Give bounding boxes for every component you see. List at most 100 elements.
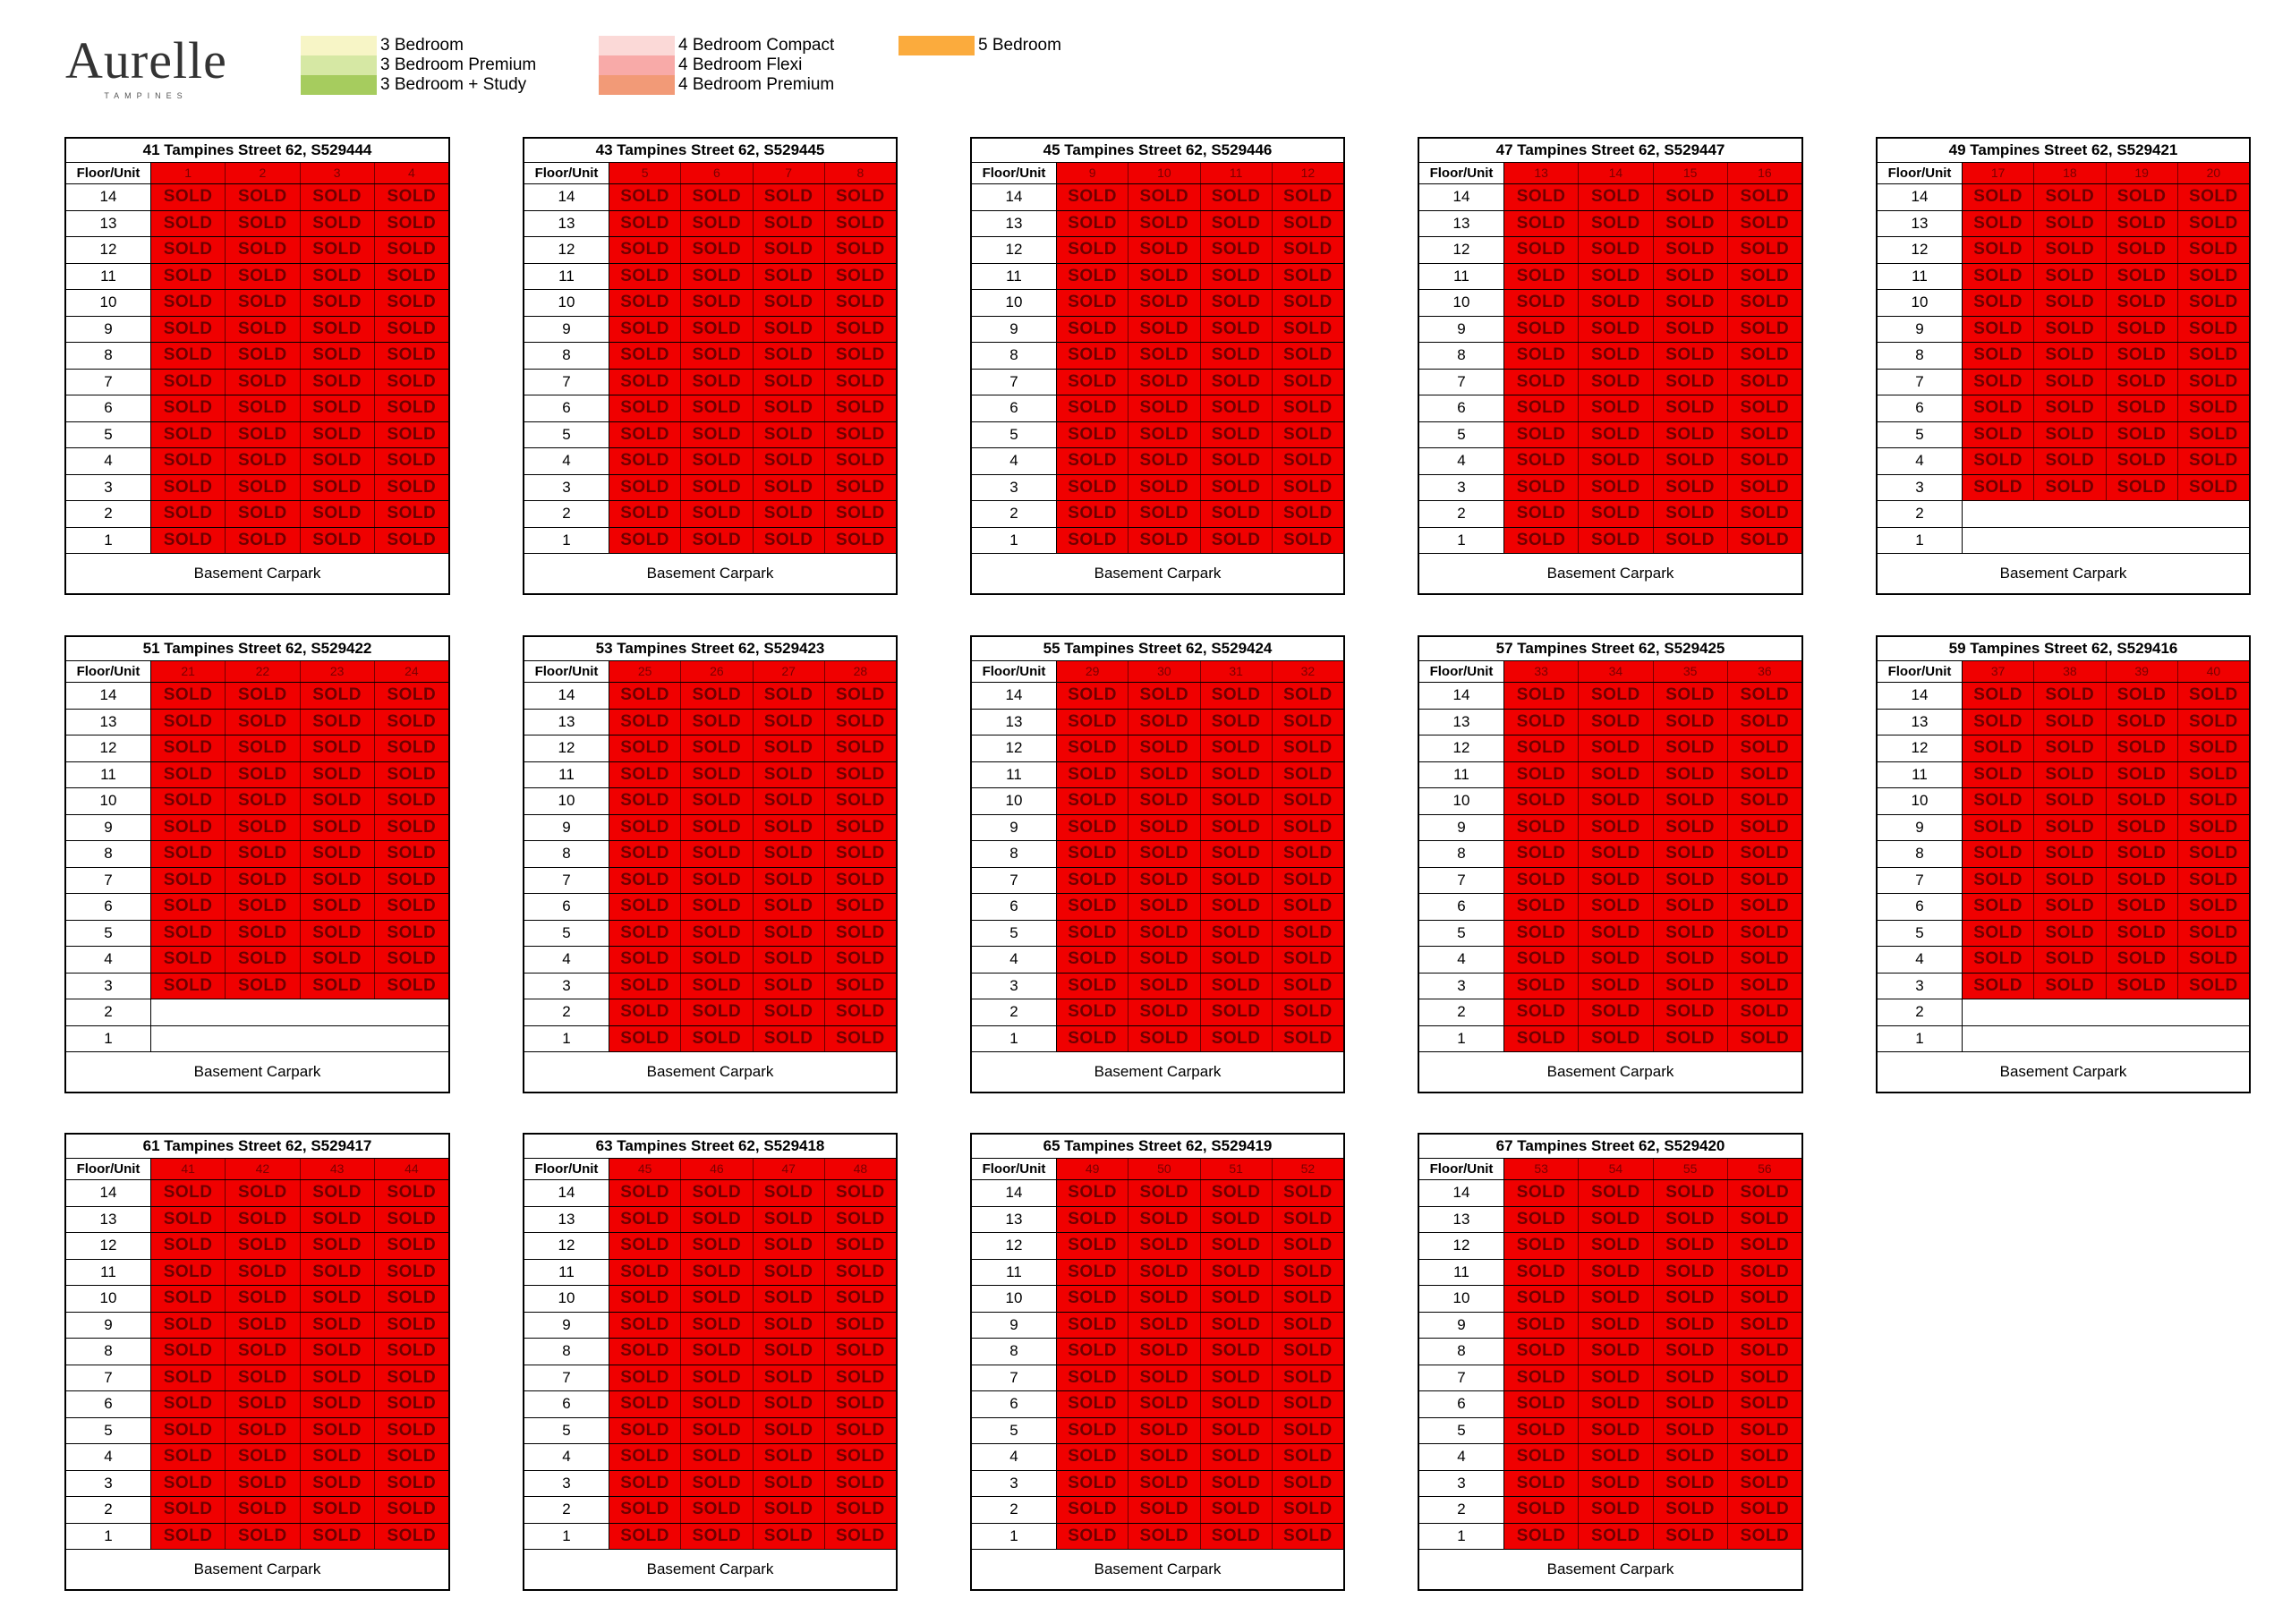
unit-sold-cell[interactable]: SOLD	[2177, 894, 2249, 920]
unit-sold-cell[interactable]: SOLD	[1579, 1444, 1654, 1470]
unit-sold-cell[interactable]: SOLD	[151, 448, 226, 474]
unit-sold-cell[interactable]: SOLD	[1128, 973, 1201, 999]
unit-sold-cell[interactable]: SOLD	[1057, 1286, 1129, 1312]
unit-sold-cell[interactable]: SOLD	[2177, 947, 2249, 973]
unit-sold-cell[interactable]: SOLD	[1057, 501, 1129, 527]
unit-sold-cell[interactable]: SOLD	[226, 761, 301, 787]
unit-sold-cell[interactable]: SOLD	[1579, 1365, 1654, 1390]
unit-sold-cell[interactable]: SOLD	[753, 263, 825, 289]
unit-sold-cell[interactable]: SOLD	[2106, 395, 2178, 421]
unit-sold-cell[interactable]: SOLD	[681, 1365, 754, 1390]
unit-sold-cell[interactable]: SOLD	[1579, 999, 1654, 1025]
unit-sold-cell[interactable]: SOLD	[1653, 1497, 1728, 1523]
unit-sold-cell[interactable]: SOLD	[1272, 501, 1343, 527]
unit-sold-cell[interactable]: SOLD	[1963, 947, 2035, 973]
unit-sold-cell[interactable]: SOLD	[609, 1233, 682, 1259]
unit-sold-cell[interactable]: SOLD	[753, 1180, 825, 1206]
unit-sold-cell[interactable]: SOLD	[1579, 735, 1654, 761]
unit-sold-cell[interactable]: SOLD	[2177, 841, 2249, 867]
unit-sold-cell[interactable]: SOLD	[300, 290, 375, 316]
unit-sold-cell[interactable]: SOLD	[1727, 973, 1801, 999]
unit-sold-cell[interactable]: SOLD	[300, 841, 375, 867]
unit-sold-cell[interactable]: SOLD	[2034, 867, 2107, 893]
unit-sold-cell[interactable]: SOLD	[1504, 920, 1580, 946]
unit-sold-cell[interactable]: SOLD	[1057, 1470, 1129, 1496]
unit-sold-cell[interactable]: SOLD	[1727, 290, 1801, 316]
unit-sold-cell[interactable]: SOLD	[1057, 316, 1129, 342]
unit-sold-cell[interactable]: SOLD	[374, 1206, 448, 1232]
unit-sold-cell[interactable]: SOLD	[2034, 474, 2107, 500]
unit-sold-cell[interactable]: SOLD	[753, 316, 825, 342]
unit-sold-cell[interactable]: SOLD	[824, 1444, 896, 1470]
unit-sold-cell[interactable]: SOLD	[1200, 1365, 1273, 1390]
unit-sold-cell[interactable]: SOLD	[753, 867, 825, 893]
unit-sold-cell[interactable]: SOLD	[1504, 1259, 1580, 1285]
unit-sold-cell[interactable]: SOLD	[681, 867, 754, 893]
unit-sold-cell[interactable]: SOLD	[226, 735, 301, 761]
unit-sold-cell[interactable]: SOLD	[1272, 210, 1343, 236]
unit-sold-cell[interactable]: SOLD	[2106, 973, 2178, 999]
unit-sold-cell[interactable]: SOLD	[2106, 184, 2178, 210]
unit-sold-cell[interactable]: SOLD	[1653, 709, 1728, 735]
unit-sold-cell[interactable]: SOLD	[300, 448, 375, 474]
unit-sold-cell[interactable]: SOLD	[1963, 867, 2035, 893]
unit-sold-cell[interactable]: SOLD	[1272, 1365, 1343, 1390]
unit-sold-cell[interactable]: SOLD	[226, 867, 301, 893]
unit-sold-cell[interactable]: SOLD	[824, 290, 896, 316]
unit-sold-cell[interactable]: SOLD	[609, 709, 682, 735]
unit-sold-cell[interactable]: SOLD	[1128, 814, 1201, 840]
unit-sold-cell[interactable]: SOLD	[1200, 1180, 1273, 1206]
unit-sold-cell[interactable]: SOLD	[1128, 527, 1201, 553]
unit-sold-cell[interactable]: SOLD	[300, 1497, 375, 1523]
unit-sold-cell[interactable]: SOLD	[151, 369, 226, 395]
unit-sold-cell[interactable]: SOLD	[151, 1259, 226, 1285]
unit-sold-cell[interactable]: SOLD	[1653, 999, 1728, 1025]
unit-sold-cell[interactable]: SOLD	[1128, 867, 1201, 893]
unit-sold-cell[interactable]: SOLD	[151, 1497, 226, 1523]
unit-sold-cell[interactable]: SOLD	[1504, 761, 1580, 787]
unit-sold-cell[interactable]: SOLD	[2106, 761, 2178, 787]
unit-sold-cell[interactable]: SOLD	[300, 1259, 375, 1285]
unit-sold-cell[interactable]: SOLD	[1727, 448, 1801, 474]
unit-sold-cell[interactable]: SOLD	[374, 920, 448, 946]
unit-sold-cell[interactable]: SOLD	[1504, 210, 1580, 236]
unit-sold-cell[interactable]: SOLD	[824, 527, 896, 553]
unit-sold-cell[interactable]: SOLD	[1963, 761, 2035, 787]
unit-sold-cell[interactable]: SOLD	[151, 683, 226, 709]
unit-sold-cell[interactable]: SOLD	[681, 761, 754, 787]
unit-sold-cell[interactable]: SOLD	[1653, 527, 1728, 553]
unit-sold-cell[interactable]: SOLD	[1128, 1497, 1201, 1523]
unit-sold-cell[interactable]: SOLD	[1579, 501, 1654, 527]
unit-sold-cell[interactable]: SOLD	[1057, 894, 1129, 920]
unit-sold-cell[interactable]: SOLD	[609, 814, 682, 840]
unit-sold-cell[interactable]: SOLD	[1057, 1497, 1129, 1523]
unit-sold-cell[interactable]: SOLD	[1727, 1497, 1801, 1523]
unit-sold-cell[interactable]: SOLD	[824, 1497, 896, 1523]
unit-sold-cell[interactable]: SOLD	[374, 474, 448, 500]
unit-sold-cell[interactable]: SOLD	[1963, 920, 2035, 946]
unit-sold-cell[interactable]: SOLD	[1057, 841, 1129, 867]
unit-sold-cell[interactable]: SOLD	[2034, 894, 2107, 920]
unit-sold-cell[interactable]: SOLD	[824, 474, 896, 500]
unit-sold-cell[interactable]: SOLD	[753, 395, 825, 421]
unit-sold-cell[interactable]: SOLD	[1579, 1312, 1654, 1338]
unit-sold-cell[interactable]: SOLD	[1057, 1365, 1129, 1390]
unit-sold-cell[interactable]: SOLD	[300, 867, 375, 893]
unit-sold-cell[interactable]: SOLD	[151, 920, 226, 946]
unit-sold-cell[interactable]: SOLD	[1963, 735, 2035, 761]
unit-sold-cell[interactable]: SOLD	[1653, 395, 1728, 421]
unit-sold-cell[interactable]: SOLD	[1963, 210, 2035, 236]
unit-sold-cell[interactable]: SOLD	[1057, 1417, 1129, 1443]
unit-sold-cell[interactable]: SOLD	[1504, 1523, 1580, 1549]
unit-sold-cell[interactable]: SOLD	[374, 369, 448, 395]
unit-sold-cell[interactable]: SOLD	[1727, 709, 1801, 735]
unit-sold-cell[interactable]: SOLD	[2177, 973, 2249, 999]
unit-sold-cell[interactable]: SOLD	[1272, 920, 1343, 946]
unit-sold-cell[interactable]: SOLD	[374, 210, 448, 236]
unit-sold-cell[interactable]: SOLD	[609, 1259, 682, 1285]
unit-sold-cell[interactable]: SOLD	[753, 1444, 825, 1470]
unit-sold-cell[interactable]: SOLD	[609, 290, 682, 316]
unit-sold-cell[interactable]: SOLD	[1272, 761, 1343, 787]
unit-sold-cell[interactable]: SOLD	[1128, 1286, 1201, 1312]
unit-sold-cell[interactable]: SOLD	[2177, 237, 2249, 263]
